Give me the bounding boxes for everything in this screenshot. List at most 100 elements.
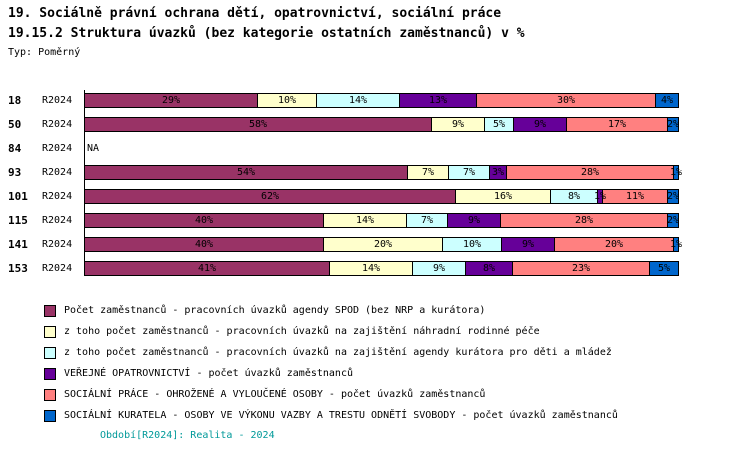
- bar-segment-label: 10%: [462, 238, 482, 250]
- row-category-label: 115: [8, 213, 28, 227]
- bar-segment-label: 29%: [161, 94, 181, 106]
- row-category-label: 18: [8, 93, 22, 107]
- bar-segment: 1%: [669, 164, 683, 180]
- bar-segment-label: 2%: [666, 190, 680, 202]
- bar-segment: 3%: [489, 164, 507, 180]
- legend-swatch: [44, 325, 56, 338]
- legend-item: SOCIÁLNÍ KURATELA - OSOBY VE VÝKONU VAZB…: [44, 405, 618, 426]
- bar-segment-label: 7%: [462, 166, 476, 178]
- stacked-bar-chart: 18 R2024 29% 10% 14% 13% 30% 4% 50 R2024 58% 9% 5% 9%…: [0, 88, 750, 280]
- bar-segment-label: 40%: [194, 214, 214, 226]
- bar-segment: 10%: [442, 236, 502, 252]
- bar-segment: 1%: [594, 188, 606, 204]
- bar-segment: 5%: [484, 116, 514, 132]
- legend-swatch: [44, 304, 56, 317]
- bar-segment-label: 58%: [248, 118, 268, 130]
- bar-segment: 29%: [84, 92, 258, 108]
- bar-segment: 10%: [257, 92, 317, 108]
- bar-segment: 13%: [399, 92, 477, 108]
- bar-segment: 11%: [602, 188, 668, 204]
- row-period-label: R2024: [42, 262, 73, 274]
- stacked-bar: NA: [84, 141, 684, 156]
- bar-segment: 9%: [501, 236, 555, 252]
- y-axis-line: [84, 90, 85, 276]
- bar-segment: 40%: [84, 212, 324, 228]
- bar-segment: 23%: [512, 260, 650, 276]
- bar-segment-label: 4%: [660, 94, 674, 106]
- row-category-label: 93: [8, 165, 22, 179]
- bar-segment: 14%: [316, 92, 400, 108]
- bar-segment-label: 41%: [197, 262, 217, 274]
- row-period-label: R2024: [42, 190, 73, 202]
- bar-segment: 9%: [412, 260, 466, 276]
- bar-segment: 2%: [666, 116, 680, 132]
- stacked-bar: 40% 14% 7% 9% 28% 2%: [84, 212, 684, 228]
- stacked-bar: 58% 9% 5% 9% 17% 2%: [84, 116, 684, 132]
- footer-period-note: Období[R2024]: Realita - 2024: [100, 430, 275, 441]
- bar-segment: 41%: [84, 260, 330, 276]
- bar-segment: 5%: [649, 260, 679, 276]
- bar-segment-label: 20%: [373, 238, 393, 250]
- bar-segment: 62%: [84, 188, 456, 204]
- legend-label: VEŘEJNÉ OPATROVNICTVÍ - počet úvazků zam…: [64, 368, 353, 379]
- bar-segment: 20%: [323, 236, 443, 252]
- bar-segment-label: 20%: [604, 238, 624, 250]
- bar-segment: 9%: [513, 116, 567, 132]
- chart-row: 18 R2024 29% 10% 14% 13% 30% 4%: [0, 88, 750, 112]
- bar-segment: 30%: [476, 92, 656, 108]
- legend-label: SOCIÁLNÍ PRÁCE - OHROŽENÉ A VYLOUČENÉ OS…: [64, 389, 486, 400]
- bar-segment-label: 8%: [567, 190, 581, 202]
- bar-segment-label: 11%: [625, 190, 645, 202]
- bar-segment-label: 9%: [533, 118, 547, 130]
- legend-item: SOCIÁLNÍ PRÁCE - OHROŽENÉ A VYLOUČENÉ OS…: [44, 384, 618, 405]
- bar-segment: 14%: [329, 260, 413, 276]
- stacked-bar: 40% 20% 10% 9% 20% 1%: [84, 236, 684, 252]
- bar-segment-label: 9%: [451, 118, 465, 130]
- legend-label: z toho počet zaměstnanců - pracovních úv…: [64, 347, 612, 358]
- chart-row: 153 R2024 41% 14% 9% 8% 23% 5%: [0, 256, 750, 280]
- row-category-label: 50: [8, 117, 22, 131]
- row-category-label: 84: [8, 141, 22, 155]
- bar-segment: 40%: [84, 236, 324, 252]
- bar-segment-label: 10%: [277, 94, 297, 106]
- stacked-bar: 29% 10% 14% 13% 30% 4%: [84, 92, 684, 108]
- bar-segment-label: 8%: [482, 262, 496, 274]
- bar-segment: 14%: [323, 212, 407, 228]
- row-category-label: 141: [8, 237, 28, 251]
- bar-segment: 1%: [670, 236, 682, 252]
- bar-segment-label: 9%: [467, 214, 481, 226]
- bar-segment: 8%: [465, 260, 513, 276]
- bar-segment: 16%: [455, 188, 551, 204]
- bar-segment-label: 28%: [574, 214, 594, 226]
- legend-item: z toho počet zaměstnanců - pracovních úv…: [44, 321, 618, 342]
- bar-segment-label: 2%: [666, 118, 680, 130]
- row-period-label: R2024: [42, 166, 73, 178]
- bar-segment: 17%: [566, 116, 668, 132]
- chart-row: 115 R2024 40% 14% 7% 9% 28% 2%: [0, 208, 750, 232]
- bar-segment-label: 17%: [607, 118, 627, 130]
- legend: Počet zaměstnanců - pracovních úvazků ag…: [44, 300, 618, 426]
- legend-item: VEŘEJNÉ OPATROVNICTVÍ - počet úvazků zam…: [44, 363, 618, 384]
- bar-segment-label: 62%: [260, 190, 280, 202]
- bar-segment-label: 14%: [355, 214, 375, 226]
- row-period-label: R2024: [42, 118, 73, 130]
- legend-label: z toho počet zaměstnanců - pracovních úv…: [64, 326, 540, 337]
- legend-item: z toho počet zaměstnanců - pracovních úv…: [44, 342, 618, 363]
- chart-row: 101 R2024 62% 16% 8% 1% 11% 2%: [0, 184, 750, 208]
- legend-swatch: [44, 346, 56, 359]
- bar-segment: 28%: [506, 164, 674, 180]
- bar-segment-label: 30%: [556, 94, 576, 106]
- bar-segment-label: 5%: [492, 118, 506, 130]
- bar-segment: 2%: [667, 212, 679, 228]
- bar-segment-label: 40%: [194, 238, 214, 250]
- row-period-label: R2024: [42, 238, 73, 250]
- legend-item: Počet zaměstnanců - pracovních úvazků ag…: [44, 300, 618, 321]
- na-label: NA: [87, 142, 100, 154]
- bar-segment-label: 1%: [669, 166, 683, 178]
- row-period-label: R2024: [42, 142, 73, 154]
- chart-row: 84 R2024 NA: [0, 136, 750, 160]
- bar-segment-label: 14%: [348, 94, 368, 106]
- bar-segment-label: 9%: [521, 238, 535, 250]
- chart-row: 141 R2024 40% 20% 10% 9% 20% 1%: [0, 232, 750, 256]
- bar-segment-label: 7%: [420, 214, 434, 226]
